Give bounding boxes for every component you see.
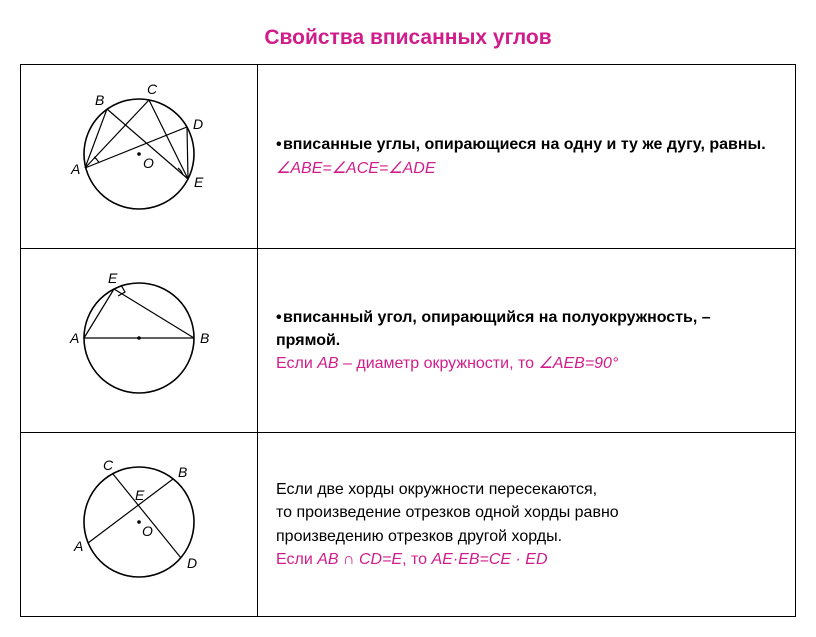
point-label: B (95, 92, 104, 108)
figure-cell: A B C D E O (21, 433, 258, 617)
point-label: A (70, 161, 80, 177)
bullet-line: • вписанные углы, опирающиеся на одну и … (276, 133, 777, 156)
point-label: C (147, 81, 158, 97)
text-line: то произведение отрезков одной хорды рав… (276, 501, 777, 524)
condition-line: Если AB – диаметр окружности, то ∠AEB=90… (276, 352, 777, 375)
figure-chords: A B C D E O (54, 447, 224, 597)
figure-cell: A B E (21, 249, 258, 433)
condition-line: Если AB ∩ CD=E, то AE·EB=CE · ED (276, 548, 777, 571)
point-label: E (135, 487, 145, 503)
point-label: C (103, 457, 114, 473)
point-label: D (187, 555, 197, 571)
description-cell: • вписанный угол, опирающийся на полуокр… (258, 249, 796, 433)
page-title: Свойства вписанных углов (20, 26, 796, 50)
figure-cell: A B C D E O (21, 65, 258, 249)
table-row: A B E • вписанный угол, опирающийся на п… (21, 249, 796, 433)
point-label: A (73, 538, 83, 554)
table-row: A B C D E O • вписанные углы, опирающиес… (21, 65, 796, 249)
point-label: A (69, 330, 79, 346)
text-line: произведению отрезков другой хорды. (276, 525, 777, 548)
point-label: B (178, 464, 187, 480)
description-cell: • вписанные углы, опирающиеся на одну и … (258, 65, 796, 249)
bullet-line: • вписанный угол, опирающийся на полуокр… (276, 306, 777, 352)
properties-table: A B C D E O • вписанные углы, опирающиес… (20, 64, 796, 617)
point-label: B (200, 330, 209, 346)
point-label: E (194, 174, 204, 190)
figure-semicircle: A B E (54, 263, 224, 413)
figure-same-arc: A B C D E O (54, 79, 224, 229)
point-label: O (142, 523, 153, 539)
table-row: A B C D E O Если две хорды окружности пе… (21, 433, 796, 617)
point-label: O (143, 155, 154, 171)
sheet: Свойства вписанных углов A B (20, 26, 796, 617)
formula: ∠ABE=∠ACE=∠ADE (276, 157, 777, 180)
point-label: E (108, 270, 118, 286)
point-label: D (193, 116, 203, 132)
text-line: Если две хорды окружности пересекаются, (276, 478, 777, 501)
description-cell: Если две хорды окружности пересекаются, … (258, 433, 796, 617)
